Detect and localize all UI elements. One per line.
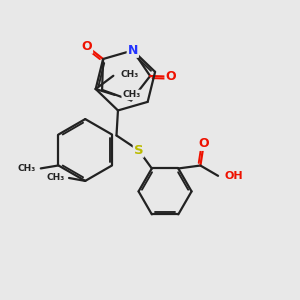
Text: OH: OH — [224, 171, 243, 181]
Text: S: S — [134, 144, 143, 157]
Text: CH₃: CH₃ — [17, 164, 35, 173]
Text: O: O — [82, 40, 92, 53]
Text: CH₃: CH₃ — [122, 90, 140, 99]
Text: CH₃: CH₃ — [46, 173, 64, 182]
Text: O: O — [198, 137, 209, 150]
Text: CH₃: CH₃ — [121, 70, 139, 79]
Text: N: N — [128, 44, 138, 57]
Text: O: O — [165, 70, 176, 83]
